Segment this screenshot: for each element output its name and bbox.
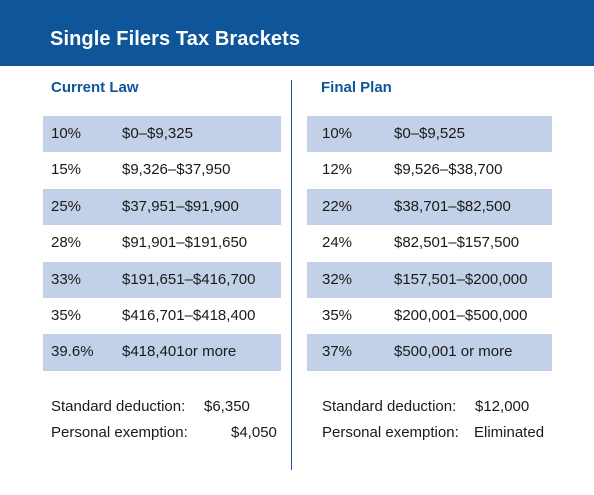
bracket-range: $0–$9,525 [394, 125, 465, 142]
final-plan-footer: Standard deduction: $12,000 Personal exe… [322, 398, 544, 450]
current-law-title: Current Law [51, 79, 139, 96]
personal-exemption-label: Personal exemption: [51, 424, 188, 441]
bracket-rate: 12% [322, 161, 353, 179]
current-law-footer: Standard deduction: $6,350 Personal exem… [51, 398, 277, 450]
bracket-range: $82,501–$157,500 [394, 234, 520, 252]
bracket-range: $38,701–$82,500 [394, 197, 511, 215]
bracket-range: $500,001 or more [394, 343, 513, 361]
table-row: 39.6% $418,401or more [43, 334, 281, 371]
standard-deduction-value: $12,000 [475, 398, 530, 415]
table-row: 12% $9,526–$38,700 [307, 152, 552, 188]
table-row: 28% $91,901–$191,650 [43, 225, 281, 261]
bracket-range: $191,651–$416,700 [122, 270, 256, 288]
bracket-rate: 32% [322, 270, 353, 288]
personal-exemption-line: Personal exemption: $4,050 [51, 424, 277, 450]
table-row: 25% $37,951–$91,900 [43, 188, 281, 226]
table-row: 10% $0–$9,525 [307, 116, 552, 153]
current-law-table: 10% $0–$9,325 15% $9,326–$37,950 25% $37… [43, 116, 281, 371]
table-row: 32% $157,501–$200,000 [307, 261, 552, 298]
personal-exemption-value: Eliminated [474, 424, 545, 441]
bracket-rate: 22% [322, 197, 353, 215]
page-title: Single Filers Tax Brackets [50, 28, 301, 50]
standard-deduction-label: Standard deduction: [322, 398, 457, 415]
table-row: 24% $82,501–$157,500 [307, 225, 552, 261]
bracket-rate: 35% [322, 306, 353, 324]
table-row: 10% $0–$9,325 [43, 116, 281, 153]
bracket-rate: 15% [51, 161, 82, 179]
final-plan-title: Final Plan [321, 79, 392, 96]
header-banner: Single Filers Tax Brackets [0, 0, 594, 66]
table-row: 15% $9,326–$37,950 [43, 152, 281, 188]
bracket-range: $418,401or more [122, 343, 237, 361]
standard-deduction-label: Standard deduction: [51, 398, 186, 415]
table-row: 37% $500,001 or more [307, 334, 552, 371]
bracket-rate: 10% [51, 125, 82, 142]
bracket-rate: 33% [51, 270, 82, 288]
column-divider [291, 80, 292, 470]
bracket-range: $9,326–$37,950 [122, 161, 231, 179]
standard-deduction-line: Standard deduction: $6,350 [51, 398, 250, 424]
bracket-rate: 24% [322, 234, 353, 252]
bracket-range: $0–$9,325 [122, 125, 193, 142]
table-row: 33% $191,651–$416,700 [43, 261, 281, 298]
bracket-range: $91,901–$191,650 [122, 234, 248, 252]
standard-deduction-line: Standard deduction: $12,000 [322, 398, 529, 424]
table-row: 35% $416,701–$418,400 [43, 298, 281, 334]
personal-exemption-label: Personal exemption: [322, 424, 459, 441]
bracket-range: $37,951–$91,900 [122, 197, 239, 215]
bracket-rate: 25% [51, 197, 82, 215]
bracket-range: $9,526–$38,700 [394, 161, 503, 179]
standard-deduction-value: $6,350 [204, 398, 250, 415]
final-plan-table: 10% $0–$9,525 12% $9,526–$38,700 22% $38… [307, 116, 552, 371]
bracket-rate: 37% [322, 343, 353, 361]
personal-exemption-value: $4,050 [231, 424, 277, 441]
bracket-rate: 39.6% [51, 343, 94, 361]
bracket-rate: 28% [51, 234, 82, 252]
bracket-range: $200,001–$500,000 [394, 306, 528, 324]
personal-exemption-line: Personal exemption: Eliminated [322, 424, 544, 450]
table-row: 22% $38,701–$82,500 [307, 188, 552, 226]
bracket-rate: 35% [51, 306, 82, 324]
bracket-range: $416,701–$418,400 [122, 306, 256, 324]
table-row: 35% $200,001–$500,000 [307, 298, 552, 334]
bracket-range: $157,501–$200,000 [394, 270, 528, 288]
bracket-rate: 10% [322, 125, 353, 142]
